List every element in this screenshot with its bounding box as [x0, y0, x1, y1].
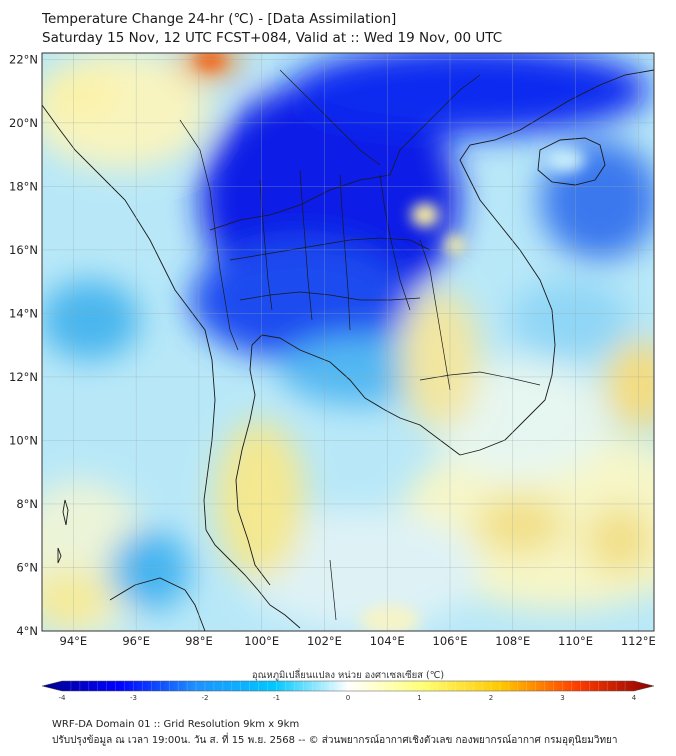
colorbar-tick-label: -1: [273, 694, 280, 702]
colorbar-tick-label: 0: [346, 694, 350, 702]
map-title: Temperature Change 24-hr (℃) - [Data Ass…: [42, 11, 397, 27]
lon-label: 102°E: [307, 634, 342, 648]
colorbar-tick-label: -3: [130, 694, 137, 702]
lat-label: 12°N: [9, 370, 38, 384]
colorbar-tick-label: 1: [417, 694, 421, 702]
lon-label: 110°E: [558, 634, 593, 648]
lon-label: 106°E: [433, 634, 468, 648]
gridlines: [42, 53, 654, 631]
map-frame: [41, 52, 655, 632]
coastlines: [42, 69, 654, 631]
longitude-labels: 94°E 96°E 98°E 100°E 102°E 104°E 106°E 108°E 110…: [60, 634, 656, 648]
lat-label: 14°N: [9, 306, 38, 320]
colorbar-tick-label: -2: [202, 694, 209, 702]
colorbar-tick-label: 3: [560, 694, 564, 702]
lat-label: 18°N: [9, 179, 38, 193]
lat-label: 10°N: [9, 433, 38, 447]
colorbar-segment-lines: [70, 681, 626, 691]
lat-label: 6°N: [16, 560, 38, 574]
colorbar: อุณหภูมิเปลี่ยนแปลง หน่วย องศาเซลเซียส (…: [41, 668, 655, 702]
lat-label: 8°N: [16, 497, 38, 511]
colorbar-ticks: -4 -3 -2 -1 0 1 2 3 4: [59, 694, 637, 702]
temperature-field: [42, 53, 654, 631]
lat-label: 22°N: [9, 52, 38, 66]
colorbar-tick-label: 2: [489, 694, 493, 702]
latitude-labels: 22°N 20°N 18°N 16°N 14°N 12°N 10°N 8°N 6°N 4°N: [9, 52, 38, 638]
lat-label: 20°N: [9, 116, 38, 130]
colorbar-tick-label: -4: [59, 694, 67, 702]
colorbar-label: อุณหภูมิเปลี่ยนแปลง หน่วย องศาเซลเซียส (…: [252, 668, 444, 681]
lon-label: 112°E: [621, 634, 656, 648]
lon-label: 98°E: [185, 634, 213, 648]
lat-label: 4°N: [16, 624, 38, 638]
lon-label: 104°E: [370, 634, 405, 648]
footer-model-info: WRF-DA Domain 01 :: Grid Resolution 9km …: [52, 719, 300, 730]
lon-label: 94°E: [60, 634, 88, 648]
colorbar-tick-label: 4: [632, 694, 637, 702]
map-subtitle: Saturday 15 Nov, 12 UTC FCST+084, Valid …: [42, 30, 503, 46]
lon-label: 100°E: [244, 634, 279, 648]
lon-label: 108°E: [495, 634, 530, 648]
lon-label: 96°E: [122, 634, 150, 648]
footer-update-info: ปรับปรุงข้อมูล ณ เวลา 19:00น. วัน ส. ที่…: [52, 735, 618, 746]
lat-label: 16°N: [9, 243, 38, 257]
